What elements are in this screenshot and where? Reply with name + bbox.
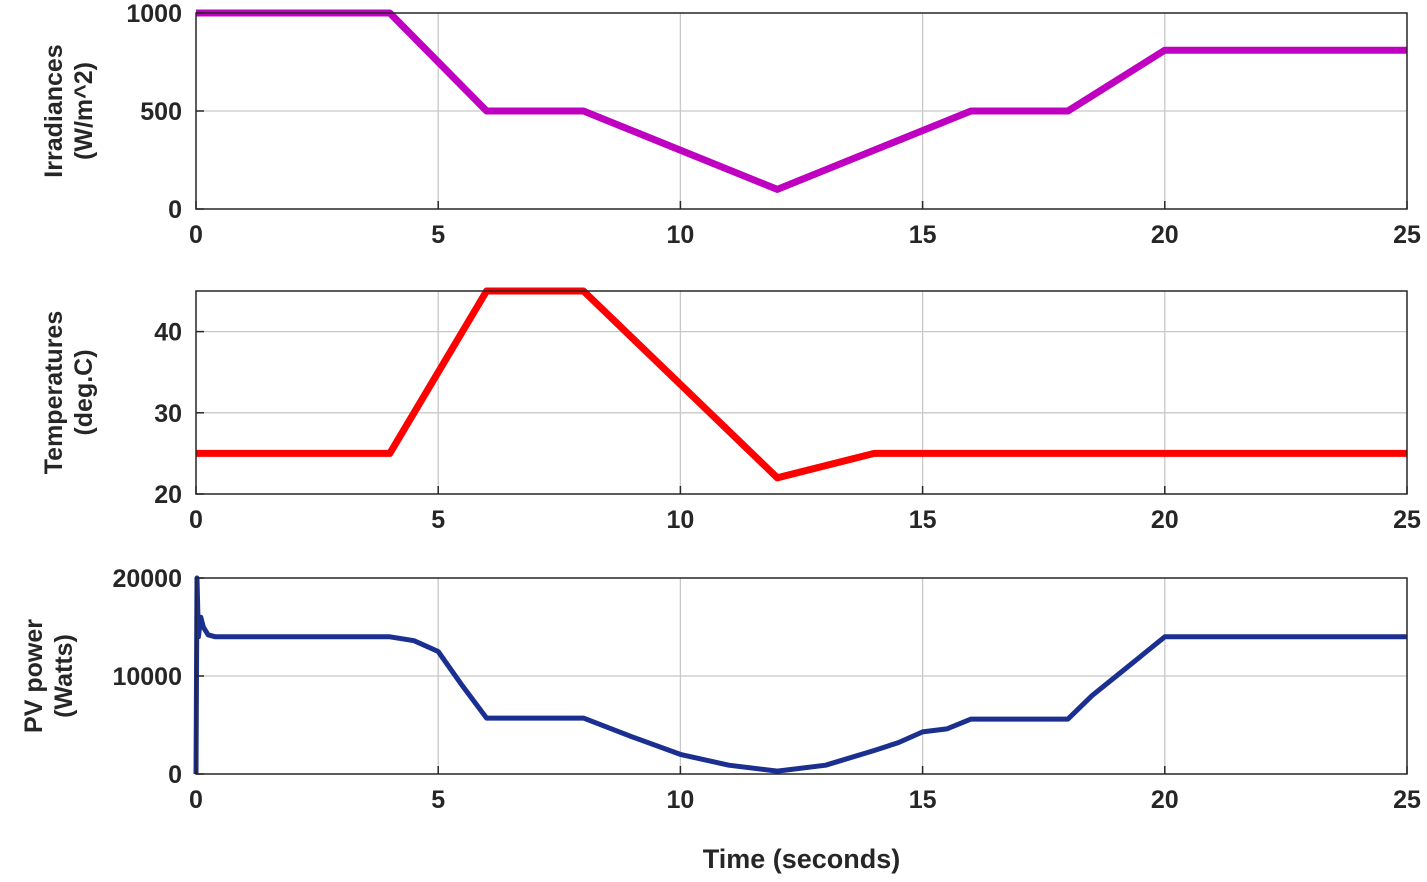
x-tick-label: 20 xyxy=(1151,786,1179,814)
y-axis-label: Irradiances(W/m^2) xyxy=(40,44,98,177)
x-tick-label: 15 xyxy=(909,506,937,534)
x-tick-label: 20 xyxy=(1151,506,1179,534)
y-axis-label-line: Temperatures xyxy=(40,311,68,475)
y-tick-label: 40 xyxy=(154,319,182,347)
panel-irradiance: 0 5 10 15 20 25 0 500 1000 Irradiances(W/m^2) xyxy=(40,0,1421,249)
axes-box xyxy=(195,290,1408,495)
series-line-pv-power xyxy=(193,575,1407,775)
x-tick-label: 10 xyxy=(666,506,694,534)
x-tick-label: 20 xyxy=(1151,221,1179,249)
series-line-irradiance xyxy=(196,9,1407,193)
x-tick-label: 25 xyxy=(1393,221,1421,249)
x-tick-label: 0 xyxy=(189,786,203,814)
x-tick-label: 5 xyxy=(431,786,445,814)
x-tick-label: 10 xyxy=(666,221,694,249)
x-axis-label: Time (seconds) xyxy=(703,844,901,874)
x-tick-label: 0 xyxy=(189,506,203,534)
y-tick-label: 500 xyxy=(140,98,182,126)
y-axis-label-line: (deg.C) xyxy=(70,349,98,435)
x-tick-label: 15 xyxy=(909,786,937,814)
y-tick-label: 1000 xyxy=(126,0,182,28)
x-tick-label: 25 xyxy=(1393,786,1421,814)
x-tick-label: 5 xyxy=(431,506,445,534)
plot-area xyxy=(196,291,1407,494)
y-axis-label: PV power(Watts) xyxy=(20,619,78,733)
y-tick-label: 0 xyxy=(168,196,182,224)
x-tick-label: 25 xyxy=(1393,506,1421,534)
y-tick-label: 30 xyxy=(154,400,182,428)
y-tick-label: 10000 xyxy=(112,663,182,691)
x-tick-label: 15 xyxy=(909,221,937,249)
y-axis-label-line: PV power xyxy=(20,619,48,733)
y-tick-label: 0 xyxy=(168,761,182,789)
y-axis-label-line: (W/m^2) xyxy=(70,62,98,160)
panel-pv-power: 0 5 10 15 20 25 0 10000 20000 PV power(Watts) xyxy=(20,565,1421,814)
y-axis-label: Temperatures(deg.C) xyxy=(40,311,98,475)
x-tick-label: 0 xyxy=(189,221,203,249)
x-tick-label: 5 xyxy=(431,221,445,249)
x-tick-label: 10 xyxy=(666,786,694,814)
y-axis-label-line: (Watts) xyxy=(50,634,78,718)
y-tick-label: 20 xyxy=(154,481,182,509)
y-axis-label-line: Irradiances xyxy=(40,44,68,177)
panel-temperature: 0 5 10 15 20 25 20 30 40 Temperatures(deg.C) xyxy=(40,287,1421,534)
y-tick-label: 20000 xyxy=(112,565,182,593)
